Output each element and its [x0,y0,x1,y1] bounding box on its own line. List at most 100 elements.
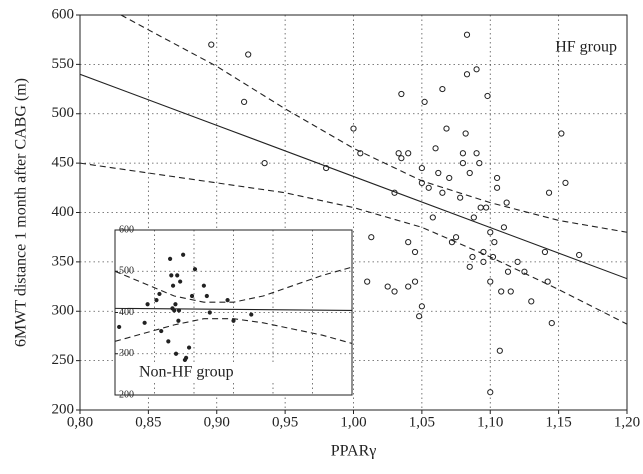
x-tick-label: 1,20 [614,414,640,430]
data-point [411,248,419,256]
data-point [231,318,236,323]
data-point [435,169,442,177]
data-point [463,31,471,38]
data-point [487,229,494,236]
data-point [241,98,248,106]
data-point [541,248,549,256]
data-point [452,234,460,241]
data-point [168,256,173,261]
y-tick-label: 200 [52,401,75,417]
data-point [446,174,453,182]
data-point [425,184,432,191]
confidence-band [120,15,627,233]
data-point [395,150,402,157]
data-point [357,150,364,157]
confidence-band [115,266,352,303]
data-point [398,155,405,162]
x-tick-label: 1,10 [477,414,503,430]
data-point [457,194,464,201]
x-tick-label: 0,90 [204,414,230,430]
data-point [181,252,186,257]
data-point [576,251,583,259]
data-point [545,189,553,196]
y-tick-label: 250 [52,352,75,368]
x-tick-label: 0,85 [135,414,161,430]
data-point [192,267,198,272]
data-point [487,278,494,285]
data-point [201,283,206,288]
data-point [418,164,425,172]
data-point [514,258,521,265]
data-point [466,263,473,270]
data-point [245,51,252,58]
data-point [504,268,512,275]
data-point [178,279,183,284]
data-point [459,150,466,157]
y-tick-label: 350 [52,253,75,269]
regression-line [80,73,627,280]
data-point [493,184,501,191]
confidence-band [115,318,352,344]
data-point [503,199,510,206]
data-point [398,90,405,98]
data-point [558,130,565,137]
data-point [368,234,375,241]
y-tick-label: 550 [52,56,75,72]
data-point [421,98,428,106]
x-tick-label: 1,00 [340,414,366,430]
x-tick-label: 1,05 [409,414,435,430]
data-point [208,41,215,48]
data-point [432,145,439,152]
data-point [466,169,473,177]
data-point [405,239,412,246]
x-tick-label: 1,15 [546,414,572,430]
y-tick-label: 500 [119,266,134,277]
data-point [544,278,551,285]
y-tick-label: 300 [52,303,75,319]
data-point [142,320,147,325]
data-point [416,313,423,320]
data-point [384,283,391,290]
data-point [476,160,483,167]
data-point [405,283,412,290]
data-point [507,288,514,295]
data-point [173,302,178,307]
data-point [350,125,357,132]
data-point [429,214,436,221]
data-point [405,150,412,157]
inset: 200 300 400 500 600 Non-HF group [114,224,353,400]
data-point [391,288,398,295]
data-point [470,214,477,221]
x-tick-label: 0,80 [67,414,93,430]
y-tick-label: 400 [119,307,134,318]
data-point [496,347,503,354]
data-point [261,160,268,167]
data-point [145,302,150,307]
data-point [204,293,209,299]
data-point [225,298,230,303]
annotation-bg [135,363,283,383]
data-point [169,273,174,278]
data-point [159,328,164,334]
data-point [173,351,179,356]
data-point [439,85,446,93]
data-point [154,298,159,303]
annotation: Non-HF group [139,364,234,381]
data-point [491,239,498,246]
y-tick-label: 600 [52,6,75,22]
data-point [463,71,471,78]
data-point [477,204,484,211]
data-point [175,273,180,278]
data-point [207,310,212,315]
data-point [548,320,555,327]
x-axis-label: PPARγ [331,443,377,460]
regression-line [115,307,352,311]
data-point [473,66,480,73]
data-point [480,258,487,265]
data-point [166,339,171,344]
data-point [439,189,446,196]
data-point [521,268,528,275]
data-point [469,253,476,261]
